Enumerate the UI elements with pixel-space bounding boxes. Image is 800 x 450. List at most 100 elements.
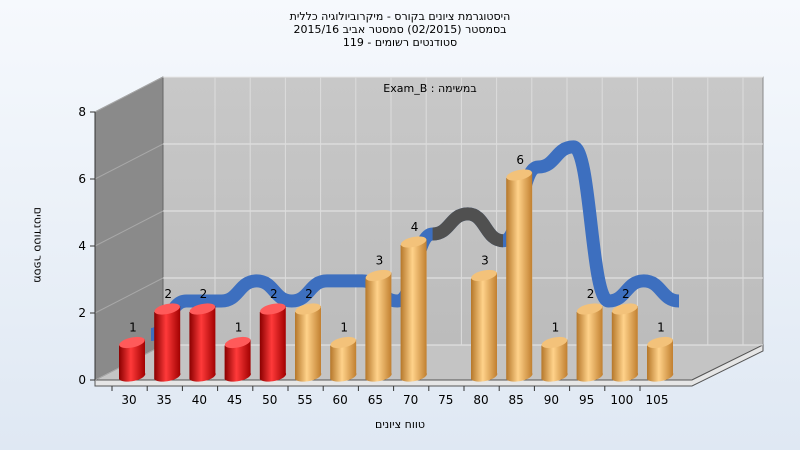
bar-body-80 [471,272,498,382]
x-tick-label-3: 45 [227,393,242,407]
x-tick-label-1: 35 [157,393,172,407]
x-axis-label: טווח ציונים [375,418,425,431]
bar-50 [259,303,287,382]
bar-label-95: 2 [587,287,595,301]
grid-line-side-3 [94,143,164,180]
bar-top-105 [647,336,673,349]
bar-top-85 [506,169,532,181]
x-tick-label-12: 90 [544,393,559,407]
bar-label-60: 1 [340,321,348,335]
bar-label-55: 2 [305,287,313,301]
bar-label-100: 2 [622,287,630,301]
grid-line-side-1 [94,277,164,314]
bar-label-50: 2 [270,287,278,301]
y-tick-label-0: 0 [78,373,86,387]
trend-ribbon [149,140,680,341]
x-tick-label-7: 65 [368,393,383,407]
y-tick-label-3: 6 [78,172,86,186]
bar-label-30: 1 [129,321,137,335]
bar-top-65 [365,269,392,282]
bar-top-35 [154,303,180,315]
bar-top-60 [330,336,356,349]
bar-65 [365,269,392,382]
bar-top-40 [189,303,216,315]
grid-line-side-2 [94,210,164,247]
x-tick-label-4: 50 [262,393,277,407]
bar-95 [576,303,603,382]
y-tick-label-1: 2 [78,306,86,320]
bar-body-60 [330,339,357,382]
bar-30 [119,336,146,382]
bar-60 [330,336,357,382]
bar-35 [154,303,181,382]
bar-70 [400,236,427,382]
bar-body-90 [541,339,568,382]
bar-top-100 [612,303,638,315]
bar-body-65 [365,272,392,382]
bar-body-35 [154,306,181,382]
title-line-1: היסטוגרמת ציונים בקורס - מיקרוביולוגיה כ… [289,10,511,23]
bar-100 [611,303,639,382]
plot-floor-edge [94,344,764,387]
bars [119,169,674,382]
x-tick-label-8: 70 [403,393,418,407]
bar-body-30 [119,339,146,382]
bar-body-70 [400,239,427,382]
x-tick-label-13: 95 [579,393,594,407]
bar-body-85 [506,172,533,382]
bar-body-45 [224,339,251,382]
bar-top-55 [295,303,321,315]
bar-top-45 [224,336,251,349]
bar-top-30 [119,336,145,349]
bar-top-90 [541,336,568,349]
bar-top-50 [260,303,286,315]
series-label: Exam_B : במשימה [383,82,477,95]
title-line-2: בסמסטר (02/2015) סמסטר אביב 2015/16 [293,23,507,36]
bar-body-40 [189,306,216,382]
bar-label-45: 1 [235,321,243,335]
bar-label-105: 1 [657,321,665,335]
x-tick-label-0: 30 [121,393,136,407]
x-tick-label-15: 105 [646,393,669,407]
bar-80 [471,269,498,382]
bar-105 [647,336,674,382]
bar-label-35: 2 [164,287,172,301]
x-tick-label-5: 55 [297,393,312,407]
y-tick-label-2: 4 [78,239,86,253]
bar-label-90: 1 [552,321,560,335]
x-tick-label-10: 80 [473,393,488,407]
bar-body-50 [259,306,287,382]
bar-top-80 [471,269,497,282]
x-tick-label-14: 100 [610,393,633,407]
bar-label-40: 2 [200,287,208,301]
grid-line-side-4 [94,76,164,113]
bar-top-70 [400,236,427,248]
bar-top-95 [576,303,603,315]
bar-body-100 [611,306,639,382]
trend-ribbon-path [149,140,680,341]
bar-body-105 [647,339,674,382]
trend-ribbon-shadow [431,207,505,248]
axes: 0 2 4 6 8 30 35 40 45 50 55 60 65 70 75 80 85 90 95 100 105 [78,105,668,407]
bar-label-80: 3 [481,254,489,268]
chart-title: היסטוגרמת ציונים בקורס - מיקרוביולוגיה כ… [0,10,800,49]
bar-90 [541,336,568,382]
bar-40 [189,303,216,382]
y-axis-label: מספר סטודנטים [31,207,45,283]
x-tick-label-11: 85 [509,393,524,407]
bar-55 [295,303,322,382]
data-labels: 1 2 2 1 2 2 1 3 4 3 6 1 2 2 1 [129,153,665,335]
bar-label-65: 3 [376,254,384,268]
bar-45 [224,336,251,382]
title-line-3: 119 - סטודנטים רשומים [342,36,458,49]
bar-label-85: 6 [516,153,524,167]
y-tick-label-4: 8 [78,105,86,119]
x-tick-label-9: 75 [438,393,453,407]
bar-85 [506,169,533,382]
x-tick-label-6: 60 [333,393,348,407]
bar-body-95 [576,306,603,382]
x-tick-label-2: 40 [192,393,207,407]
bar-label-70: 4 [411,220,419,234]
bar-body-55 [295,306,322,382]
